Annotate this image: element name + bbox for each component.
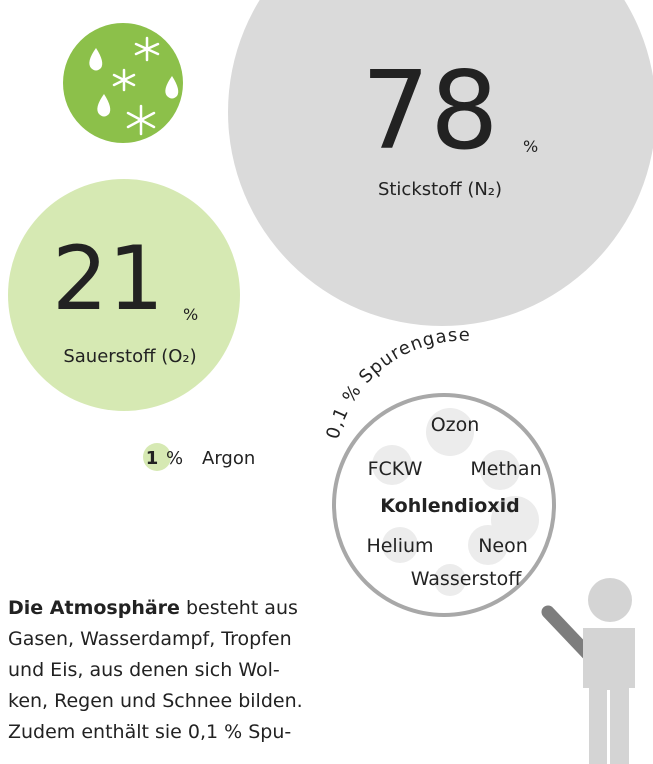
argon-unit: % [166,448,183,469]
paragraph-text: besteht aus [186,597,298,619]
argon-value: 1 [146,448,159,469]
infographic: 78 % Stickstoff (N₂) 21 % Sauerstoff (O₂… [0,0,653,764]
paragraph-line: Gasen, Wasserdampf, Tropfen [8,628,292,650]
paragraph-bold: Die Atmosphäre [8,597,180,619]
nitrogen-value: 78 [361,49,498,174]
nitrogen-label: Stickstoff (N₂) [378,179,502,200]
oxygen-label: Sauerstoff (O₂) [63,346,196,367]
gas: FCKW [368,458,423,480]
person [583,578,635,764]
weather-icon [63,23,183,143]
paragraph-line: ken, Regen und Schnee bilden. [8,690,303,712]
oxygen-unit: % [183,305,198,324]
gas: Helium [366,535,433,557]
gas: Neon [478,535,528,557]
argon-label: Argon [202,448,255,469]
gas: Wasserstoff [411,568,522,590]
paragraph-line: und Eis, aus denen sich Wol- [8,659,280,681]
gas: Kohlendioxid [380,495,519,517]
oxygen-value: 21 [52,227,164,330]
gas: Methan [470,458,541,480]
gas: Ozon [431,414,480,436]
nitrogen-unit: % [523,137,538,156]
paragraph-line: Zudem enthält sie 0,1 % Spu- [8,721,291,743]
paragraph-line: Die Atmosphäre besteht aus [8,597,298,619]
